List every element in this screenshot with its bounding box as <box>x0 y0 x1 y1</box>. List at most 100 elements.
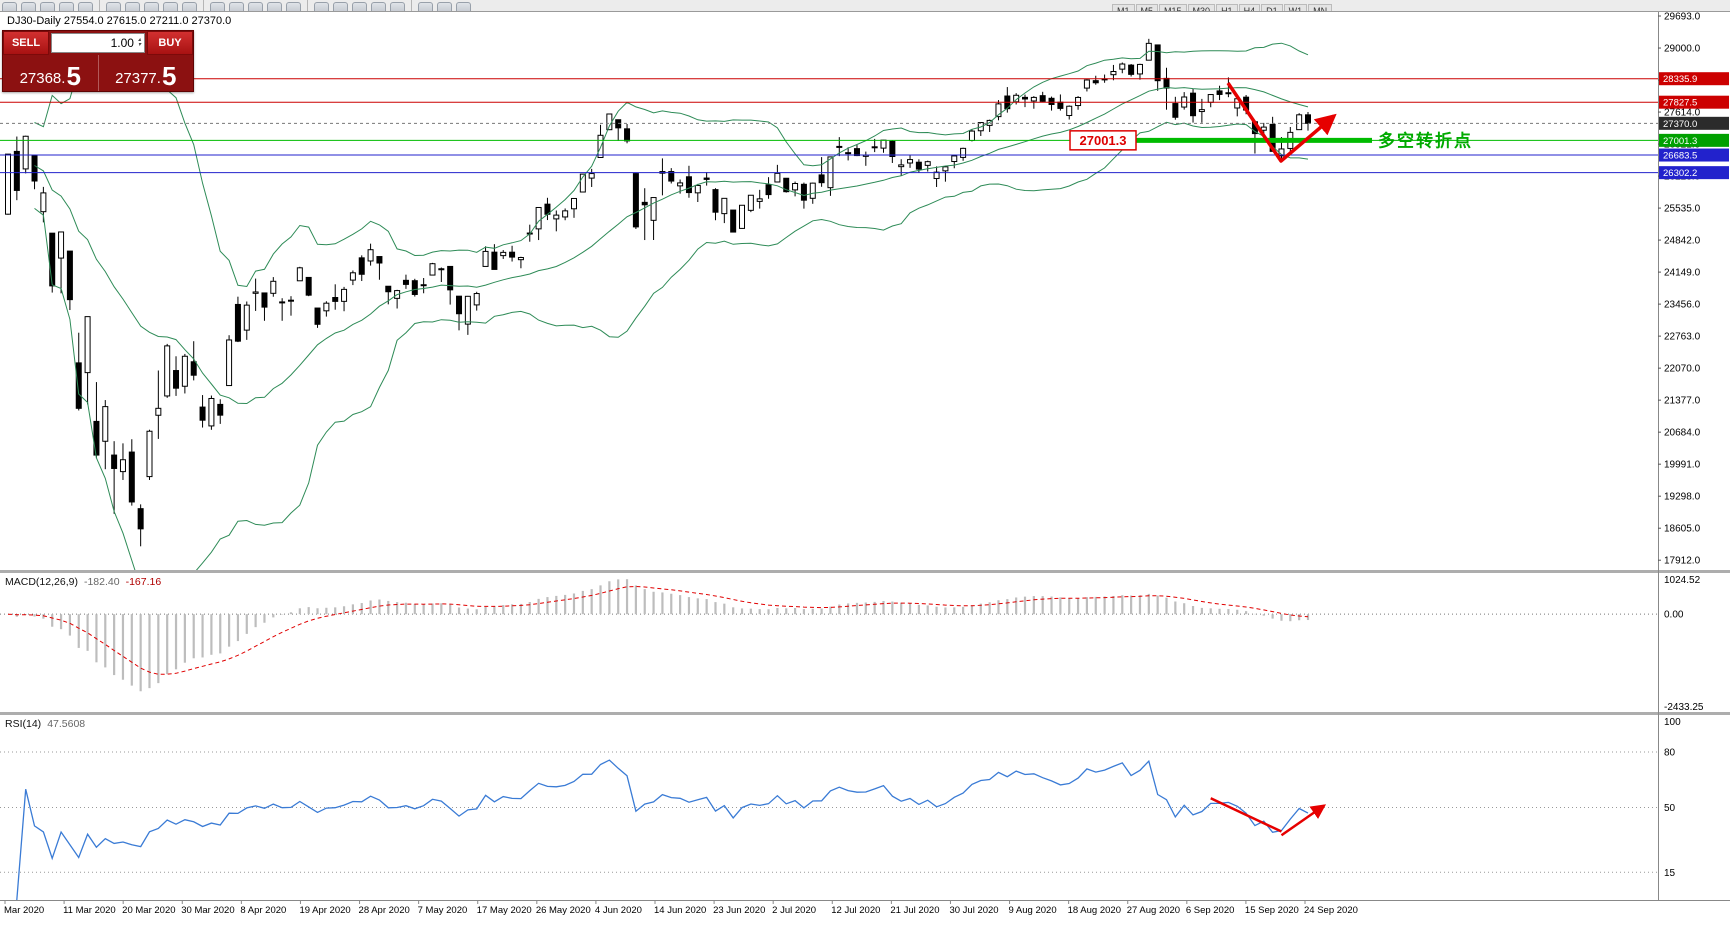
date-axis-label: 6 Sep 2020 <box>1186 905 1235 916</box>
price-tag-26683.5 <box>1659 148 1729 162</box>
zoom-in-icon[interactable] <box>229 2 244 11</box>
macd-panel <box>0 579 1658 692</box>
rsi-line <box>16 759 1309 900</box>
date-axis-label: 23 Jun 2020 <box>713 905 765 916</box>
volume-value[interactable]: 1.00 <box>110 36 134 50</box>
price-level-lines <box>0 78 1658 174</box>
rsi-annotations[interactable] <box>1210 797 1327 837</box>
timeframe-m15-button[interactable]: M15 <box>1159 4 1187 11</box>
cursor-icon[interactable] <box>314 2 329 11</box>
price-axis-label: 23456.0 <box>1664 300 1701 311</box>
toolbar-separator <box>203 0 204 11</box>
date-axis-label: 28 Apr 2020 <box>359 905 410 916</box>
trendline-icon[interactable] <box>352 2 367 11</box>
profiles-icon[interactable] <box>144 2 159 11</box>
date-axis-label: 17 May 2020 <box>477 905 532 916</box>
price-axis-label: 24149.0 <box>1664 268 1701 279</box>
level-label-text: 27001.3 <box>1080 133 1127 148</box>
terminal-icon[interactable] <box>78 2 93 11</box>
bid-price-small: 27368. <box>19 70 66 87</box>
price-axis-label: 21377.0 <box>1664 396 1701 407</box>
toolbar-separator <box>99 0 100 11</box>
price-axis[interactable]: 29693.029000.028307.027614.026921.026228… <box>1658 12 1729 567</box>
indicator-axes: 1024.52 0.00 -2433.25 100 80 50 15 <box>1664 575 1704 879</box>
candlestick-layer <box>5 38 1311 547</box>
date-axis-label: 11 Mar 2020 <box>63 905 116 916</box>
line-chart-icon[interactable] <box>210 2 225 11</box>
toolbar-icons <box>0 0 473 11</box>
timeframe-m1-button[interactable]: M1 <box>1112 4 1135 11</box>
timeframe-mn-button[interactable]: MN <box>1308 4 1333 11</box>
price-tag-text: 27370.0 <box>1663 119 1697 130</box>
arrow-tools-icon[interactable] <box>456 2 471 11</box>
timeframe-d1-button[interactable]: D1 <box>1261 4 1283 11</box>
spin-up-icon[interactable]: ▴ <box>137 37 141 43</box>
toolbar-separator <box>307 0 308 11</box>
macd-signal-line <box>7 585 1309 675</box>
rsi-value: 47.5608 <box>47 718 86 730</box>
turning-point-note: 多空转折点 <box>1378 130 1473 150</box>
timeframe-h4-button[interactable]: H4 <box>1238 4 1261 11</box>
navigator-icon[interactable] <box>59 2 74 11</box>
horizontal-line-icon[interactable] <box>371 2 386 11</box>
auto-trading-icon[interactable] <box>267 2 282 11</box>
volume-stepper[interactable]: 1.00 ▴ ▾ <box>51 33 145 53</box>
ask-price[interactable]: 27377. 5 <box>99 55 194 91</box>
date-axis-label: 30 Mar 2020 <box>181 905 234 916</box>
price-tag-text: 28335.9 <box>1663 74 1697 85</box>
new-order-icon[interactable] <box>2 2 17 11</box>
price-axis-label: 29693.0 <box>1664 12 1701 23</box>
price-axis-label: 22070.0 <box>1664 364 1701 375</box>
strategy-tester-icon[interactable] <box>106 2 121 11</box>
timeframe-m30-button[interactable]: M30 <box>1187 4 1216 11</box>
price-tag-text: 27001.3 <box>1663 136 1697 147</box>
zoom-out-icon[interactable] <box>248 2 263 11</box>
rsi-down-trendline <box>1210 797 1283 833</box>
rsi-indicator-label: RSI(14) 47.5608 <box>5 718 85 730</box>
candlestick-chart-icon[interactable] <box>182 2 197 11</box>
price-axis-label: 19298.0 <box>1664 492 1701 503</box>
date-axis[interactable]: Mar 2020 11 Mar 2020 20 Mar 2020 30 Mar 202… <box>4 900 1358 916</box>
spin-down-icon[interactable]: ▾ <box>137 42 141 48</box>
sell-button[interactable]: SELL <box>3 31 49 55</box>
timeframe-h1-button[interactable]: H1 <box>1216 4 1238 11</box>
svg-text:-2433.25: -2433.25 <box>1664 702 1704 713</box>
bar-chart-icon[interactable] <box>163 2 178 11</box>
bid-price[interactable]: 27368. 5 <box>3 55 99 91</box>
date-axis-label: Mar 2020 <box>4 905 44 916</box>
svg-text:0.00: 0.00 <box>1664 610 1684 621</box>
market-watch-icon[interactable] <box>21 2 36 11</box>
buy-button[interactable]: BUY <box>147 31 193 55</box>
date-axis-label: 19 Apr 2020 <box>299 905 350 916</box>
macd-indicator-label: MACD(12,26,9) -182.40 -167.16 <box>5 576 161 588</box>
date-axis-label: 9 Aug 2020 <box>1009 905 1057 916</box>
svg-text:100: 100 <box>1664 717 1681 728</box>
new-chart-icon[interactable] <box>125 2 140 11</box>
rsi-up-arrow <box>1280 804 1327 837</box>
indicators-icon[interactable] <box>286 2 301 11</box>
data-window-icon[interactable] <box>40 2 55 11</box>
price-tag-27370.0 <box>1659 116 1729 130</box>
price-tag-text: 27827.5 <box>1663 98 1697 109</box>
date-axis-label: 14 Jun 2020 <box>654 905 706 916</box>
timeframe-w1-button[interactable]: W1 <box>1283 4 1308 11</box>
price-axis-label: 20684.0 <box>1664 428 1701 439</box>
price-axis-label: 24842.0 <box>1664 236 1701 247</box>
price-tag-text: 26302.2 <box>1663 168 1697 179</box>
crosshair-icon[interactable] <box>333 2 348 11</box>
price-tag-27001.3 <box>1659 133 1729 147</box>
timeframe-toolbar: M1 M5 M15 M30 H1 H4 D1 W1 MN <box>1112 1 1333 11</box>
vertical-line-icon[interactable] <box>390 2 405 11</box>
svg-text:15: 15 <box>1664 868 1676 879</box>
date-axis-label: 21 Jul 2020 <box>890 905 939 916</box>
text-label-icon[interactable] <box>437 2 452 11</box>
fibonacci-icon[interactable] <box>418 2 433 11</box>
volume-spin-buttons[interactable]: ▴ ▾ <box>137 37 141 48</box>
timeframe-m5-button[interactable]: M5 <box>1135 4 1159 11</box>
price-tag-text: 26683.5 <box>1663 151 1697 162</box>
price-axis-label: 17912.0 <box>1664 556 1701 567</box>
macd-name: MACD(12,26,9) <box>5 576 78 588</box>
price-axis-label: 25535.0 <box>1664 204 1701 215</box>
chart-annotations[interactable]: 27001.3 多空转折点 <box>1069 82 1473 163</box>
